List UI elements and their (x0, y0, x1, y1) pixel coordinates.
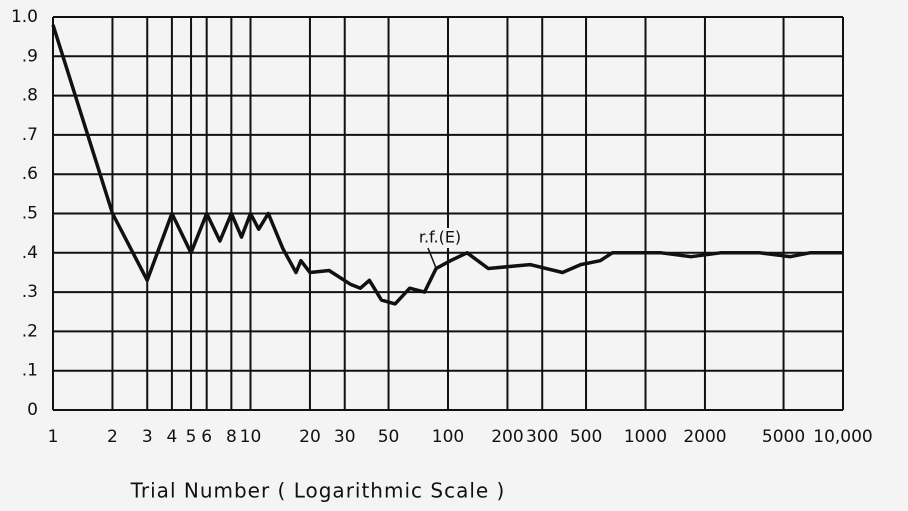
x-tick-label: 3 (142, 427, 153, 447)
y-tick-label: .5 (22, 204, 38, 224)
x-tick-label: 10 (240, 427, 262, 447)
x-tick-label: 100 (432, 427, 464, 447)
y-tick-label: 0 (27, 400, 38, 420)
x-tick-label: 1 (48, 427, 59, 447)
y-tick-label: 1.0 (11, 7, 38, 27)
x-tick-label: 6 (201, 427, 212, 447)
annotation: r.f.(E) (419, 228, 461, 247)
y-tick-label: .1 (22, 361, 38, 381)
x-tick-label: 5 (186, 427, 197, 447)
y-tick-label: .6 (22, 164, 38, 184)
annotation-bg (414, 228, 466, 248)
y-tick-label: .7 (22, 125, 38, 145)
y-tick-label: .4 (22, 243, 38, 263)
x-tick-label: 50 (378, 427, 400, 447)
x-axis-label: Trial Number ( Logarithmic Scale ) (130, 479, 506, 503)
x-tick-label: 20 (299, 427, 321, 447)
y-tick-label: .2 (22, 321, 38, 341)
x-tick-label: 10,000 (813, 427, 872, 447)
x-tick-label: 2000 (683, 427, 726, 447)
y-tick-label: .9 (22, 46, 38, 66)
x-tick-label: 2 (107, 427, 118, 447)
x-tick-label: 8 (226, 427, 237, 447)
y-tick-label: .8 (22, 86, 38, 106)
x-tick-label: 500 (570, 427, 602, 447)
x-tick-label: 4 (166, 427, 177, 447)
data-line (51, 24, 843, 306)
x-tick-label: 200 (491, 427, 523, 447)
x-tick-label: 5000 (762, 427, 805, 447)
y-tick-label: .3 (22, 282, 38, 302)
annotation-arrow (427, 247, 437, 269)
x-tick-label: 30 (334, 427, 356, 447)
x-tick-label: 300 (526, 427, 558, 447)
x-tick-label: 1000 (624, 427, 667, 447)
